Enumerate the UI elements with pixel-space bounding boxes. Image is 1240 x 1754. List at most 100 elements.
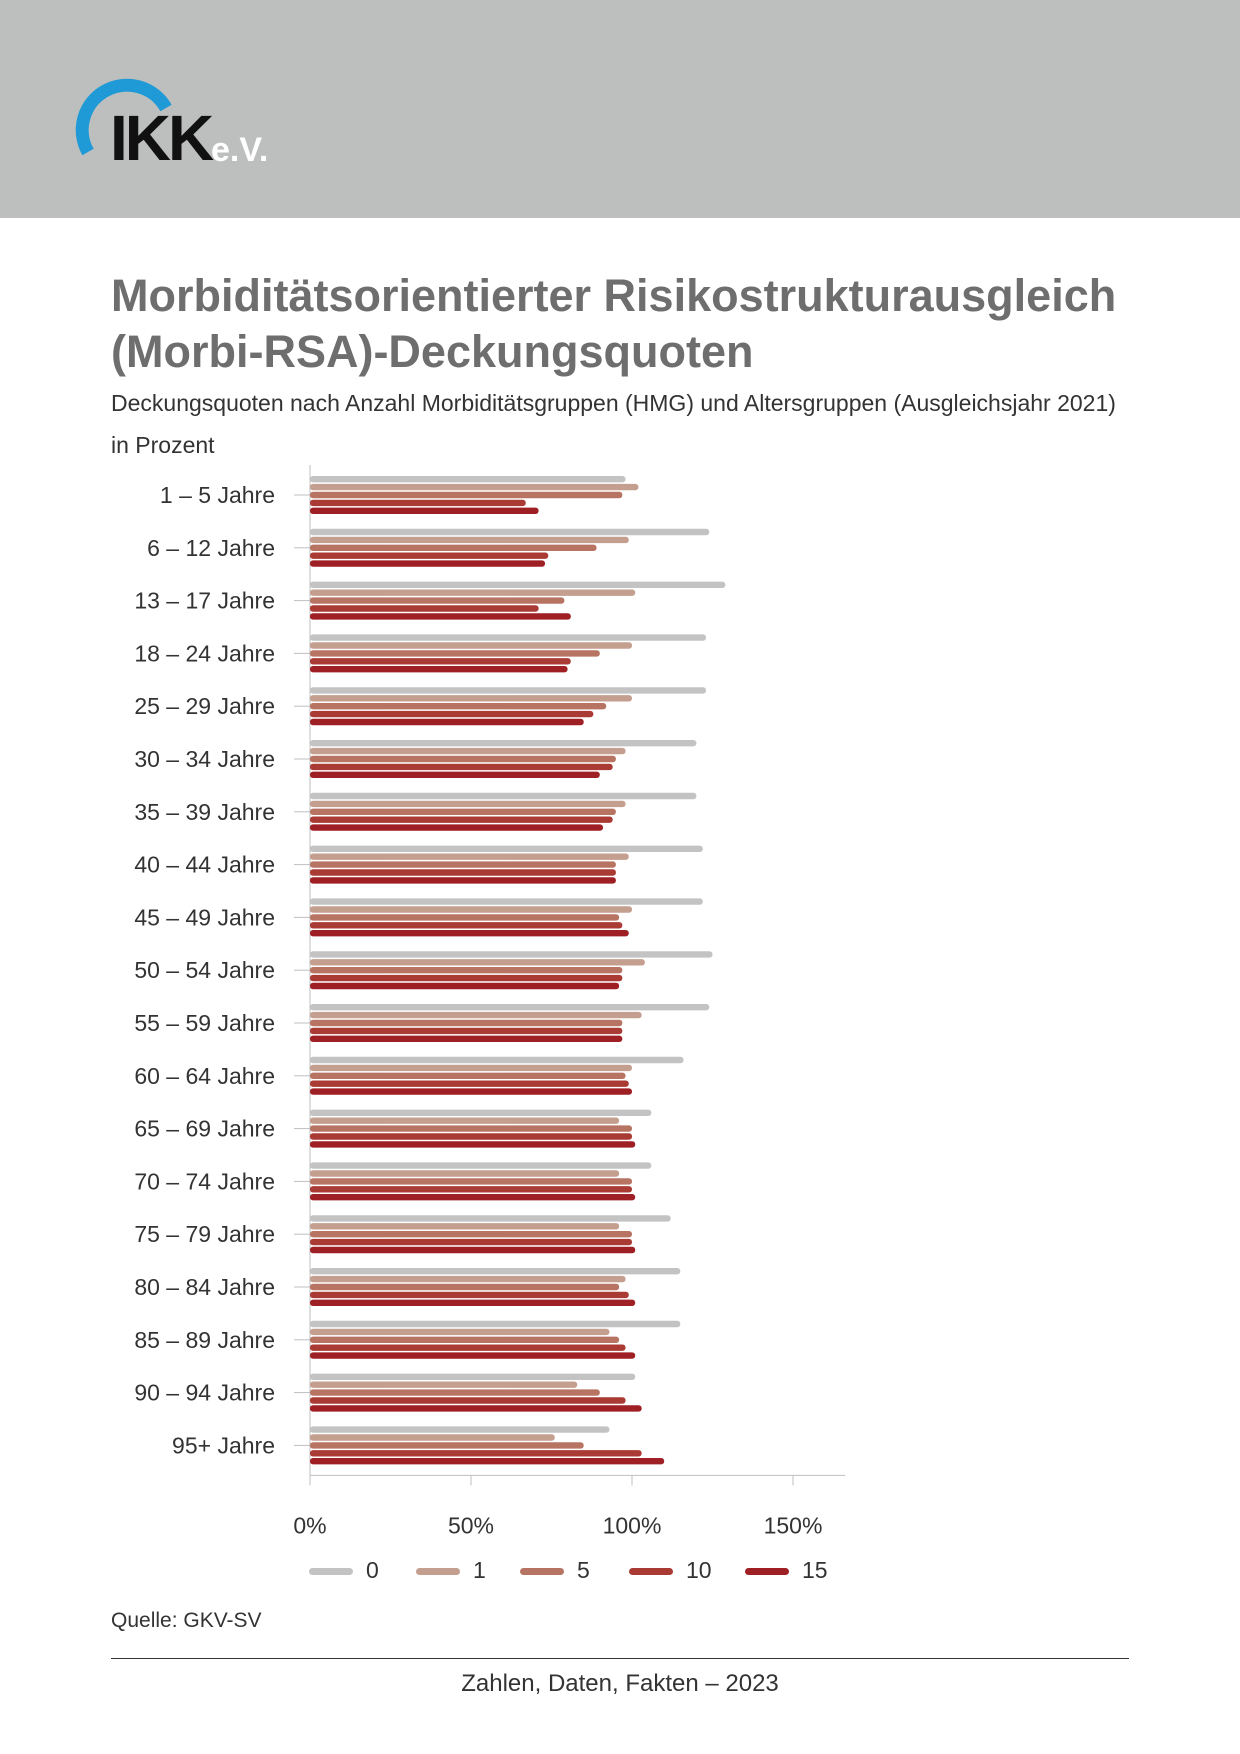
bar: [310, 1283, 620, 1291]
bar: [310, 951, 713, 958]
bar: [310, 1450, 642, 1457]
bar: [310, 914, 620, 921]
bar: [310, 1056, 684, 1064]
bar: [310, 1389, 600, 1396]
bar: [310, 613, 571, 620]
bar: [310, 869, 616, 876]
logo-suffix: e.V.: [211, 131, 269, 169]
bar: [310, 755, 616, 763]
bar: [310, 687, 707, 694]
bar: [310, 792, 697, 800]
bar: [310, 974, 623, 982]
bar: [310, 589, 636, 596]
source-note: Quelle: GKV-SV: [111, 1609, 262, 1632]
bar: [310, 853, 629, 860]
legend-label: 10: [686, 1557, 712, 1583]
bar: [310, 1291, 629, 1299]
legend-label: 0: [366, 1557, 379, 1583]
legend-label: 5: [577, 1557, 590, 1583]
legend-swatch: [745, 1568, 789, 1575]
bar: [310, 740, 697, 747]
x-tick-label: 100%: [603, 1512, 662, 1538]
bar: [310, 718, 584, 726]
bar: [310, 967, 623, 974]
bar: [310, 658, 571, 665]
bar: [310, 1125, 632, 1132]
bar: [310, 1011, 642, 1019]
bar: [310, 959, 645, 966]
bar: [310, 808, 616, 815]
bar: [310, 1162, 652, 1169]
category-label: 18 – 24 Jahre: [134, 640, 275, 666]
bar: [310, 1246, 636, 1254]
bar: [310, 1426, 610, 1433]
footer-text: Zahlen, Daten, Fakten – 2023: [461, 1670, 779, 1697]
category-label: 90 – 94 Jahre: [134, 1380, 275, 1406]
bar: [310, 1194, 636, 1201]
bar: [310, 597, 565, 604]
bar: [310, 1405, 642, 1412]
page-title: Morbiditätsorientierter Risikostrukturau…: [111, 270, 1117, 377]
category-label: 13 – 17 Jahre: [134, 588, 275, 614]
legend-swatch: [416, 1568, 460, 1575]
x-tick-label: 0%: [293, 1512, 326, 1538]
bar: [310, 1238, 632, 1246]
bar: [310, 1109, 652, 1116]
bar: [310, 476, 626, 483]
bar: [310, 491, 623, 499]
bar: [310, 1442, 584, 1449]
bar: [310, 1373, 636, 1380]
category-label: 55 – 59 Jahre: [134, 1010, 275, 1036]
bar: [310, 666, 568, 673]
category-label: 50 – 54 Jahre: [134, 957, 275, 983]
bar: [310, 528, 710, 536]
coverage-bar-chart: 0% 50% 100% 150% 1 – 5 Jahre 6 – 12 Jahre 13 –…: [134, 465, 846, 1538]
bar: [310, 982, 620, 990]
bar: [310, 1223, 620, 1230]
legend-swatch: [309, 1568, 353, 1575]
bar: [310, 1133, 632, 1140]
bar: [310, 824, 604, 831]
category-label: 95+ Jahre: [172, 1432, 275, 1458]
x-tick-label: 150%: [764, 1512, 823, 1538]
bar: [310, 1186, 632, 1193]
bar: [310, 1299, 636, 1306]
bar: [310, 483, 639, 491]
bar: [310, 922, 623, 929]
bar: [310, 1178, 632, 1185]
bar: [310, 1117, 620, 1124]
bar: [310, 703, 607, 710]
bar: [310, 800, 626, 808]
bar: [310, 1088, 632, 1095]
logo-ring-icon: [75, 78, 172, 156]
bar: [310, 581, 726, 588]
category-label: 45 – 49 Jahre: [134, 904, 275, 930]
bar: [310, 845, 703, 852]
bar: [310, 507, 539, 514]
bar: [310, 816, 613, 823]
unit-label: in Prozent: [111, 432, 215, 458]
bar: [310, 877, 616, 884]
legend-label: 1: [473, 1557, 486, 1583]
bar: [310, 552, 549, 559]
bar: [310, 898, 703, 905]
bar: [310, 1080, 629, 1087]
bar: [310, 1072, 626, 1079]
bar: [310, 861, 616, 868]
bar: [310, 771, 600, 778]
bar: [310, 634, 707, 641]
legend-label: 15: [802, 1557, 828, 1583]
bar: [310, 1336, 620, 1343]
bar: [310, 1434, 555, 1441]
category-label: 75 – 79 Jahre: [134, 1221, 275, 1247]
bar: [310, 1397, 626, 1404]
category-label: 1 – 5 Jahre: [160, 482, 275, 508]
bar: [310, 1141, 636, 1148]
bar: [310, 560, 546, 567]
bar: [310, 906, 632, 913]
bar: [310, 930, 629, 937]
bar: [310, 1231, 632, 1238]
bar: [310, 1352, 636, 1359]
bar: [310, 1458, 665, 1465]
bar: [310, 1268, 681, 1275]
